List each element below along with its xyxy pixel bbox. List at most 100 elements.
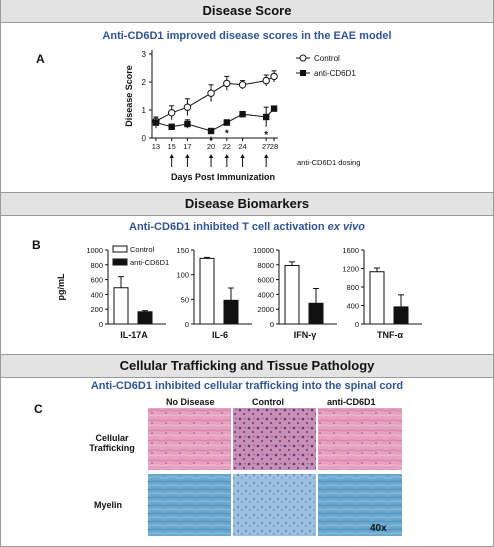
panel-c-subtitle: Anti-CD6D1 inhibited cellular traffickin… [90, 380, 404, 392]
bar-y-tick-label: 1000 [86, 246, 103, 255]
bar-legend-swatch-control [112, 245, 128, 253]
panel-b-subtitle-italic: ex vivo [327, 221, 365, 233]
significance-star: * [225, 128, 229, 139]
bar-y-tick-label: 1200 [342, 265, 359, 274]
bar-y-tick-label: 800 [90, 261, 103, 270]
section-header-trafficking: Cellular Trafficking and Tissue Patholog… [1, 354, 493, 378]
histology-myelin-anti [318, 474, 402, 536]
dosing-arrow-head [240, 154, 245, 158]
panel-b-subtitle-text: Anti-CD6D1 inhibited T cell activation [129, 221, 328, 233]
dosing-arrow-head [224, 154, 230, 158]
bar-y-tick-label: 4000 [257, 290, 274, 299]
data-point-control [183, 103, 192, 111]
bar-y-tick-label: 8000 [257, 261, 274, 270]
x-tick-label: 20 [207, 142, 215, 151]
biomarker-charts: 0 200 400 600 800 1000 IL-17A 0 50 100 150 IL-6 0 200… [56, 245, 422, 340]
data-point-anti-cd6d1 [270, 105, 278, 112]
row-label-cellular-trafficking: Cellular Trafficking [89, 433, 135, 453]
y-tick-label: 3 [142, 50, 147, 59]
bar-y-tick-label: 2000 [257, 305, 274, 314]
bar-y-tick-label: 600 [90, 276, 103, 285]
x-tick-label: 22 [223, 142, 231, 151]
bar-chart-title: IL-17A [120, 330, 148, 340]
bar-chart-title: TNF-α [377, 330, 403, 340]
bar-y-tick-label: 200 [90, 305, 103, 314]
x-tick-label: 28 [270, 142, 278, 151]
col-label-no-disease: No Disease [166, 397, 215, 407]
col-label-control: Control [252, 397, 284, 407]
bar-control [113, 287, 129, 325]
dosing-arrow-head [263, 154, 269, 158]
bar-legend-label-control: Control [130, 245, 155, 254]
bar-y-tick-label: 400 [346, 302, 359, 311]
bar-anti-cd6d1 [137, 311, 153, 325]
bar-y-tick-label: 150 [176, 246, 189, 255]
data-point-control [223, 79, 231, 88]
panel-a-subtitle: Anti-CD6D1 improved disease scores in th… [102, 30, 392, 42]
bar-y-tick-label: 50 [181, 295, 189, 304]
y-tick-label: 1 [142, 106, 147, 115]
significance-star: * [264, 130, 268, 141]
bar-y-tick-label: 10000 [253, 246, 274, 255]
bar-y-tick-label: 1600 [342, 246, 359, 255]
bar-y-tick-label: 0 [99, 320, 103, 329]
bar-y-tick-label: 400 [90, 290, 103, 299]
dosing-note: anti-CD6D1 dosing [297, 158, 360, 167]
data-point-anti-cd6d1 [184, 120, 191, 128]
data-point-control [207, 89, 215, 97]
panel-c-letter: C [34, 402, 43, 416]
x-tick-label: 27 [262, 142, 270, 151]
dosing-arrow-head [185, 154, 190, 158]
legend-label-anti: anti-CD6D1 [314, 69, 356, 78]
dosing-arrow-head [208, 154, 214, 158]
histology-trafficking-control [233, 408, 316, 470]
significance-star: * [209, 135, 213, 146]
data-point-anti-cd6d1 [168, 123, 175, 130]
magnification-label: 40x [370, 523, 387, 534]
bar-y-tick-label: 0 [185, 320, 189, 329]
histology-trafficking-no-disease [148, 408, 231, 470]
legend-label-control: Control [314, 54, 340, 63]
y-axis-label: Disease Score [124, 65, 134, 127]
section-header-disease-score: Disease Score [1, 0, 493, 23]
bar-control [369, 271, 385, 325]
disease-score-chart: 0 1 2 3 Disease Score 13 15 17 20 22 24 27 28 Days Po… [124, 50, 360, 182]
histology-myelin-control [233, 474, 316, 536]
bar-y-tick-label: 0 [355, 320, 359, 329]
data-point-control [270, 72, 278, 81]
dosing-arrow-head [169, 154, 174, 158]
bar-y-tick-label: 0 [270, 320, 274, 329]
histology-trafficking-anti [318, 408, 402, 470]
y-tick-label: 2 [142, 78, 147, 87]
bar-y-axis-label: pg/mL [56, 273, 66, 300]
bar-y-tick-label: 100 [176, 271, 189, 280]
section-header-biomarkers: Disease Biomarkers [1, 192, 493, 216]
panel-a-letter: A [36, 52, 45, 66]
x-tick-label: 17 [183, 142, 191, 151]
data-point-control [167, 109, 176, 117]
y-tick-label: 0 [142, 134, 147, 143]
data-point-control [238, 81, 247, 89]
histology-panels [148, 408, 402, 536]
bar-legend-swatch-anti [112, 258, 128, 266]
data-point-anti-cd6d1 [207, 127, 215, 135]
data-point-control [262, 76, 270, 85]
panel-b-subtitle: Anti-CD6D1 inhibited T cell activation e… [0, 221, 494, 233]
x-axis-label: Days Post Immunization [171, 172, 275, 182]
x-tick-label: 15 [168, 142, 176, 151]
x-tick-label: 24 [238, 142, 246, 151]
data-point-anti-cd6d1 [223, 119, 231, 126]
bar-legend-label-anti: anti-CD6D1 [130, 258, 169, 267]
bar-control [284, 265, 300, 325]
data-point-anti-cd6d1 [262, 113, 270, 121]
bar-chart-title: IFN-γ [294, 330, 317, 340]
data-point-anti-cd6d1 [152, 119, 160, 126]
bar-anti-cd6d1 [223, 299, 239, 325]
bar-y-tick-label: 6000 [257, 276, 274, 285]
bar-anti-cd6d1 [308, 302, 324, 325]
bar-control [199, 257, 215, 325]
legend-marker-anti [300, 70, 306, 76]
bar-anti-cd6d1 [393, 306, 409, 325]
row-label-myelin: Myelin [94, 500, 123, 510]
bar-chart-title: IL-6 [212, 330, 228, 340]
